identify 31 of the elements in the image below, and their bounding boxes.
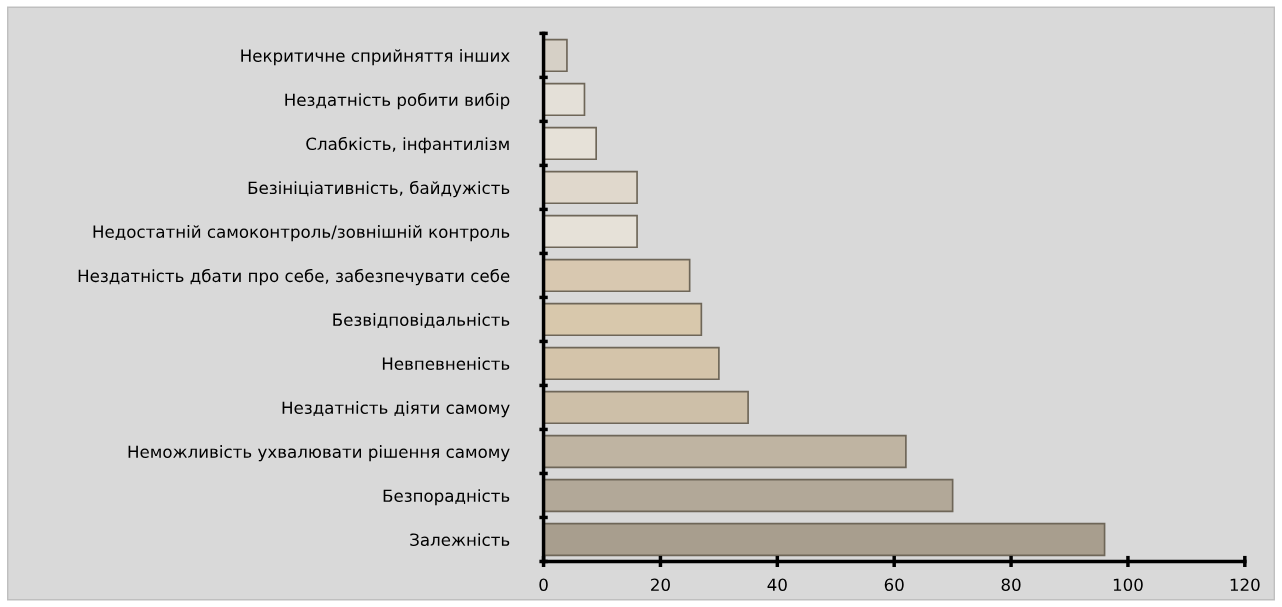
x-tick-label: 40 <box>767 578 787 592</box>
bar <box>543 302 703 337</box>
bar <box>543 478 954 513</box>
x-tick-label: 100 <box>1113 578 1143 592</box>
y-tick-label: Нездатність діяти самому <box>282 401 510 418</box>
bar <box>543 214 638 249</box>
y-tick-label: Нездатність робити вибір <box>285 92 510 110</box>
bar <box>543 82 586 117</box>
y-tick-label: Безвідповідальність <box>333 313 510 329</box>
bar <box>543 38 568 73</box>
x-tick-label: 120 <box>1230 578 1260 592</box>
bar <box>543 346 720 381</box>
y-tick-label: Невпевненість <box>382 357 510 371</box>
y-tick-label: Безініціативність, байдужість <box>248 180 510 198</box>
y-tick-label: Неможливість ухвалювати рішення самому <box>128 445 510 462</box>
x-tick-label: 20 <box>651 578 670 592</box>
bar <box>543 258 691 293</box>
bar <box>543 522 1106 557</box>
x-tick-label: 80 <box>1001 578 1021 592</box>
y-tick-label: Некритичне сприйняття інших <box>241 49 510 66</box>
x-tick-label: 60 <box>884 578 904 592</box>
y-tick-label: Слабкість, інфантилізм <box>306 136 509 154</box>
bar <box>543 126 597 161</box>
y-tick-label: Нездатність дбати про себе, забезпечувати себе <box>78 268 510 286</box>
bar <box>543 434 907 469</box>
bar <box>543 390 749 425</box>
y-tick-label: Залежність <box>410 533 510 547</box>
y-tick-label: Недостатній самоконтроль/зовнішній контроль <box>93 225 510 242</box>
y-tick-label: Безпорадність <box>383 489 510 506</box>
x-tick-label: 0 <box>539 578 548 592</box>
bar <box>543 170 638 205</box>
